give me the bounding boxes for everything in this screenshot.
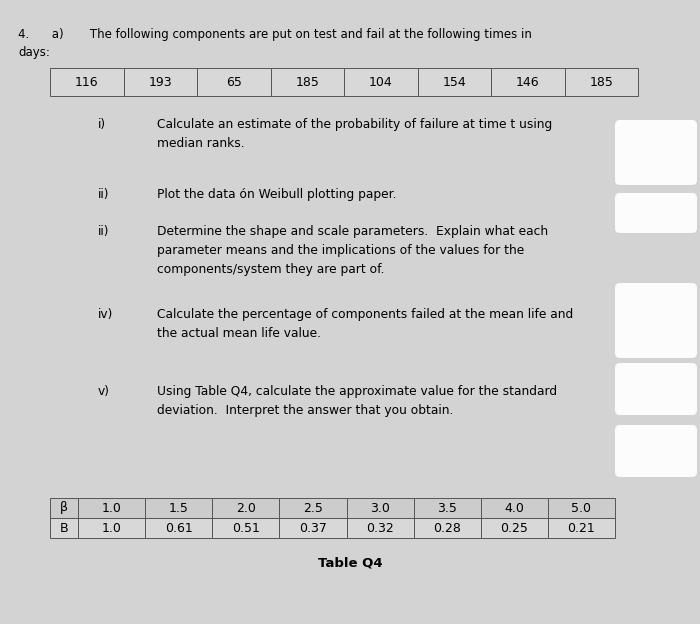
Text: 185: 185	[589, 76, 613, 89]
Bar	[481, 518, 548, 538]
Text: B: B	[60, 522, 69, 535]
Text: Using Table Q4, calculate the approximate value for the standard
deviation.  Int: Using Table Q4, calculate the approximat…	[157, 385, 557, 417]
Bar	[564, 68, 638, 96]
Text: 0.28: 0.28	[433, 522, 461, 535]
Bar	[344, 68, 417, 96]
Bar	[279, 518, 346, 538]
Text: 146: 146	[516, 76, 540, 89]
Bar	[548, 498, 615, 518]
FancyBboxPatch shape	[615, 120, 697, 185]
Text: 2.5: 2.5	[303, 502, 323, 515]
Bar	[414, 518, 481, 538]
Text: 0.51: 0.51	[232, 522, 260, 535]
Text: 0.61: 0.61	[164, 522, 193, 535]
Text: 1.5: 1.5	[169, 502, 188, 515]
Text: 1.0: 1.0	[102, 502, 122, 515]
Bar	[279, 498, 346, 518]
Bar	[346, 498, 414, 518]
Bar	[123, 68, 197, 96]
Text: 154: 154	[442, 76, 466, 89]
Bar	[481, 498, 548, 518]
Bar	[270, 68, 344, 96]
Bar	[50, 68, 123, 96]
Text: Table Q4: Table Q4	[318, 556, 382, 569]
Text: 3.5: 3.5	[438, 502, 457, 515]
Text: 0.32: 0.32	[366, 522, 394, 535]
Text: ii): ii)	[98, 225, 109, 238]
Text: 0.21: 0.21	[568, 522, 595, 535]
FancyBboxPatch shape	[615, 193, 697, 233]
Bar	[346, 518, 414, 538]
Text: 116: 116	[75, 76, 99, 89]
Text: Plot the data ón Weibull plotting paper.: Plot the data ón Weibull plotting paper.	[157, 188, 396, 201]
Text: 4.0: 4.0	[505, 502, 524, 515]
Text: 65: 65	[226, 76, 241, 89]
Bar	[212, 498, 279, 518]
Bar	[212, 518, 279, 538]
FancyBboxPatch shape	[615, 425, 697, 477]
Bar	[145, 498, 212, 518]
Text: days:: days:	[18, 46, 50, 59]
Text: 193: 193	[148, 76, 172, 89]
Bar	[548, 518, 615, 538]
Text: Determine the shape and scale parameters.  Explain what each
parameter means and: Determine the shape and scale parameters…	[157, 225, 548, 276]
Bar	[50, 498, 78, 518]
Text: Calculate an estimate of the probability of failure at time t using
median ranks: Calculate an estimate of the probability…	[157, 118, 552, 150]
Text: 3.0: 3.0	[370, 502, 390, 515]
Text: β: β	[60, 502, 68, 515]
FancyBboxPatch shape	[615, 283, 697, 358]
Text: 2.0: 2.0	[236, 502, 256, 515]
Text: i): i)	[98, 118, 106, 131]
FancyBboxPatch shape	[615, 363, 697, 415]
Text: ii): ii)	[98, 188, 109, 201]
Text: 4.      a)       The following components are put on test and fail at the follow: 4. a) The following components are put o…	[18, 28, 532, 41]
Text: 1.0: 1.0	[102, 522, 122, 535]
Bar	[145, 518, 212, 538]
Bar	[414, 498, 481, 518]
Text: 5.0: 5.0	[571, 502, 592, 515]
Text: 104: 104	[369, 76, 393, 89]
Bar	[491, 68, 564, 96]
Text: v): v)	[98, 385, 110, 398]
Text: Calculate the percentage of components failed at the mean life and
the actual me: Calculate the percentage of components f…	[157, 308, 573, 340]
Bar	[417, 68, 491, 96]
Text: 0.25: 0.25	[500, 522, 528, 535]
Bar	[197, 68, 270, 96]
Text: 0.37: 0.37	[299, 522, 327, 535]
Text: iv): iv)	[98, 308, 113, 321]
Bar	[78, 498, 145, 518]
Bar	[78, 518, 145, 538]
Bar	[50, 518, 78, 538]
Text: 185: 185	[295, 76, 319, 89]
